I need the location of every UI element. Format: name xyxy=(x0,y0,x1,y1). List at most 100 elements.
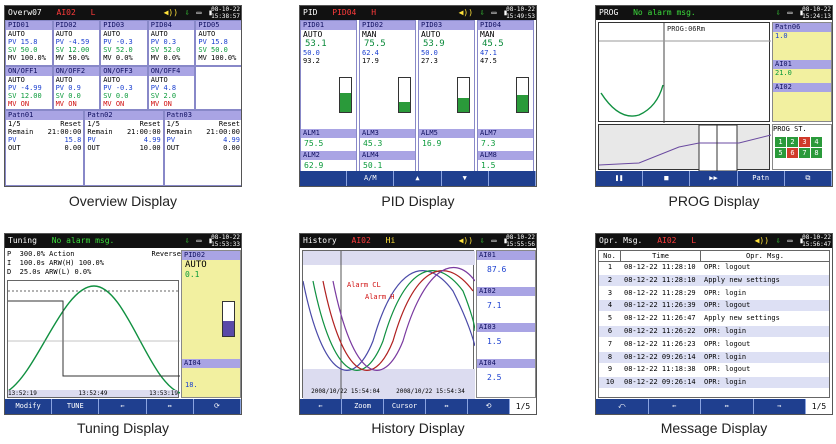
pattern-card[interactable]: Patn01 1/5 Reset Remain 21:00:00 PV 15.8 OUT 0.0… xyxy=(5,110,85,186)
softkey[interactable] xyxy=(489,171,536,186)
loop-card[interactable]: PID02 AUTO PV -4.59 SV 12.00 MV 50.0% xyxy=(52,20,101,66)
message-row[interactable]: 4 08-12-22 11:26:39 OPR: logout xyxy=(599,300,829,312)
channel-name[interactable]: AI03 xyxy=(477,323,535,332)
loop-card[interactable]: PID04 AUTO PV 0.3 SV 52.0 MV 0.0% xyxy=(147,20,196,66)
message-row[interactable]: 6 08-12-22 11:26:22 OPR: login xyxy=(599,326,829,337)
softkey[interactable]: ❚❚ xyxy=(596,171,644,186)
pid-loop-column[interactable]: PID04 MAN 45.5 47.1 47.5 ALM7 7.3 ALM8 1.5 xyxy=(477,20,534,173)
action-direction[interactable]: Reverse xyxy=(151,250,181,258)
loop-pv: PV 0.9 xyxy=(55,84,81,92)
softkey[interactable]: ▲ xyxy=(394,171,442,186)
buzzer-icon: ◀)) xyxy=(163,8,179,17)
loop-name: ON/OFF4 xyxy=(148,67,195,76)
loop-name: ON/OFF3 xyxy=(101,67,147,76)
message-row[interactable]: 2 08-12-22 11:28:10 Apply new settings xyxy=(599,274,829,286)
loop-name: PID01 xyxy=(301,21,356,30)
loop-mv: MV 50.0% xyxy=(55,54,90,62)
channel-name[interactable]: AI01 xyxy=(477,251,535,260)
row-time: 08-12-22 11:26:23 xyxy=(624,339,696,348)
softkey[interactable]: ⤺ xyxy=(596,399,649,414)
loop-mode: AUTO xyxy=(8,76,25,84)
prog-chart-area: PROG:06Rm xyxy=(598,22,771,123)
message-row[interactable]: 1 08-12-22 11:28:10 OPR: logout xyxy=(599,262,829,273)
caption-tuning: Tuning Display xyxy=(76,420,170,436)
prog-side-ai01: AI01 xyxy=(773,60,831,69)
softkey[interactable]: A/M xyxy=(347,171,395,186)
pattern-card[interactable]: Patn02 1/5 Reset Remain 21:00:00 PV 4.99 OUT 10.… xyxy=(84,110,164,186)
screen-title: PID xyxy=(303,8,318,17)
channel-name[interactable]: AI02 xyxy=(477,287,535,296)
softkey[interactable]: Patn xyxy=(738,171,785,186)
softkey[interactable]: ▶▶ xyxy=(690,171,738,186)
caption-overview: Overview Display xyxy=(68,193,178,209)
softkey-bar: ❚❚ ■ ▶▶ Patn ⧉ xyxy=(596,171,832,186)
pattern-out: OUT 10.00 xyxy=(87,144,161,152)
onoff-card[interactable]: ON/OFF4 AUTO PV 4.8 SV 2.0 MV ON xyxy=(147,66,196,110)
caption-pid: PID Display xyxy=(381,193,455,209)
loop-sv: 62.4 xyxy=(362,49,379,57)
softkey[interactable]: ⇐ xyxy=(99,399,147,414)
onoff-card[interactable]: ON/OFF2 AUTO PV 0.9 SV 0.0 MV ON xyxy=(52,66,101,110)
status-icons: ⇩ ▭ ▮ xyxy=(183,234,213,248)
loop-card[interactable]: PID01 AUTO PV 15.8 SV 50.0 MV 100.0% xyxy=(5,20,53,66)
softkey[interactable]: ⟲ xyxy=(468,399,510,414)
prog-side-ai02: AI02 xyxy=(773,83,831,92)
row-no: 4 xyxy=(607,301,613,310)
message-row[interactable]: 7 08-12-22 11:26:23 OPR: logout xyxy=(599,338,829,350)
loop-card[interactable]: PID03 AUTO PV -0.3 SV 52.0 MV 0.0% xyxy=(100,20,148,66)
prog-chart-label: PROG:06Rm xyxy=(667,25,705,33)
memory-icon: ▭ xyxy=(196,236,202,245)
loop-mv: MV ON xyxy=(8,100,30,108)
softkey[interactable]: ⇔ xyxy=(426,399,468,414)
alarm-label: ALM4 xyxy=(360,151,415,160)
softkey[interactable]: Cursor xyxy=(384,399,426,414)
message-row[interactable]: 9 08-12-22 11:18:38 OPR: logout xyxy=(599,364,829,376)
row-msg: OPR: logout xyxy=(704,263,751,271)
loop-mode: AUTO xyxy=(150,30,168,38)
softkey[interactable]: ⇒ xyxy=(754,399,806,414)
p-value[interactable]: 300.0% xyxy=(19,250,45,258)
alarm-label: ALM1 xyxy=(301,129,356,138)
i-value[interactable]: 100.0s xyxy=(19,259,45,267)
pid-loop-column[interactable]: PID01 AUTO 53.1 50.0 93.2 ALM1 75.5 ALM2 62.9 xyxy=(300,20,357,173)
loop-sv: 50.0 xyxy=(421,49,438,57)
softkey[interactable]: TUNE xyxy=(52,399,100,414)
softkey[interactable]: Modify xyxy=(5,399,53,414)
prog-step-cell: 3 xyxy=(799,137,810,147)
loop-card[interactable]: PID05 AUTO PV 15.8 SV 50.0 MV 100.0% xyxy=(195,20,241,66)
softkey[interactable]: ⇔ xyxy=(147,399,194,414)
loop-pv: PV -4.59 xyxy=(55,38,90,46)
d-value[interactable]: 25.0s xyxy=(19,268,41,276)
channel-name[interactable]: AI04 xyxy=(477,359,535,368)
pid-loop-column[interactable]: PID02 MAN 75.5 62.4 17.9 ALM3 45.3 ALM4 50.1 xyxy=(359,20,416,173)
softkey[interactable]: ▼ xyxy=(442,171,489,186)
loop-pv: PV -0.3 xyxy=(103,84,133,92)
message-row[interactable]: 3 08-12-22 11:28:29 OPR: login xyxy=(599,287,829,299)
softkey[interactable]: ⇐ xyxy=(649,399,701,414)
onoff-card[interactable]: ON/OFF3 AUTO PV -0.3 SV 0.0 MV ON xyxy=(100,66,148,110)
pid-loop-column[interactable]: PID03 AUTO 53.9 50.0 27.3 ALM5 16.9 xyxy=(418,20,475,173)
softkey[interactable]: ⇐ xyxy=(300,399,342,414)
softkey[interactable]: Zoom xyxy=(342,399,384,414)
history-trend-chart xyxy=(303,251,475,399)
message-row[interactable]: 10 08-12-22 09:26:14 OPR: login xyxy=(599,377,829,389)
softkey-bar: A/M ▲ ▼ xyxy=(300,171,536,186)
row-time: 08-12-22 11:18:38 xyxy=(624,365,696,374)
row-msg: Apply new settings xyxy=(704,314,780,323)
softkey[interactable]: ⇔ xyxy=(701,399,754,414)
softkey[interactable]: ⧉ xyxy=(785,171,832,186)
loop-name: PID02 xyxy=(53,21,100,30)
pattern-card[interactable]: Patn03 1/5 Reset Remain 21:00:00 PV 4.99 OUT 0.0… xyxy=(163,110,241,186)
alarm-level: L xyxy=(90,8,96,17)
row-no: 2 xyxy=(607,275,613,284)
row-no: 10 xyxy=(605,378,615,387)
softkey[interactable]: ⟳ xyxy=(194,399,241,414)
message-table: No. Time Opr. Msg. 1 08-12-22 11:28:10 OPR… xyxy=(598,250,830,398)
softkey[interactable] xyxy=(300,171,348,186)
message-row[interactable]: 8 08-12-22 09:26:14 OPR: login xyxy=(599,351,829,363)
onoff-card[interactable]: ON/OFF1 AUTO PV -4.99 SV 12.00 MV ON xyxy=(5,66,53,110)
message-row[interactable]: 5 08-12-22 11:26:47 Apply new settings xyxy=(599,313,829,325)
loop-mode: AUTO xyxy=(303,30,323,39)
mv-bar-fill xyxy=(517,95,528,112)
softkey[interactable]: ■ xyxy=(643,171,691,186)
